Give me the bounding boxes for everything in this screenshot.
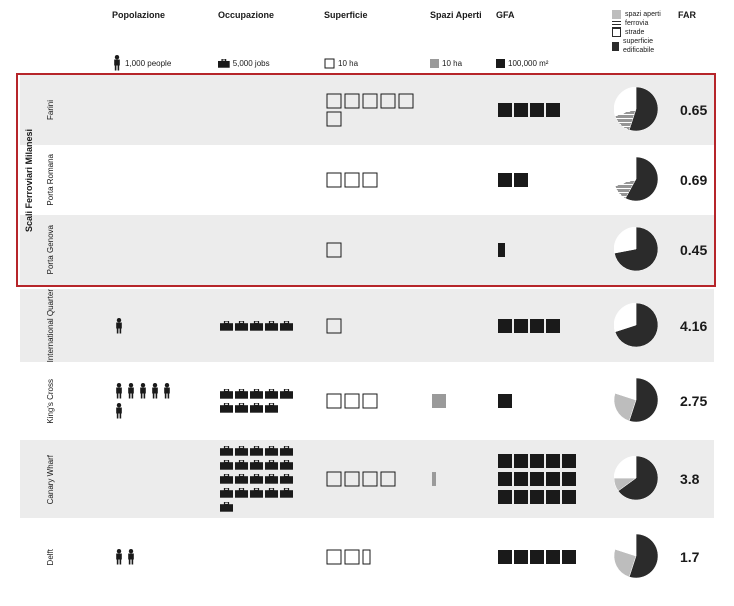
cell-occ (218, 383, 318, 419)
cell-pie (612, 221, 672, 279)
data-row: International Quarter4.16 (20, 289, 714, 362)
cell-gfa (496, 544, 606, 570)
cell-spa (430, 388, 490, 414)
cell-spa (430, 551, 490, 563)
cell-pop (112, 473, 212, 485)
cell-pop (112, 543, 212, 571)
cell-pie (612, 297, 672, 355)
col-gfa-title: GFA (496, 10, 606, 55)
data-row: Porta Genova0.45 (20, 215, 714, 285)
cell-pie (612, 528, 672, 586)
unit-gfa: 100,000 m² (496, 55, 606, 71)
cell-occ (218, 174, 318, 186)
row-label: Canary Wharf (46, 455, 106, 504)
cell-occ (218, 551, 318, 563)
row-label: Farini (46, 100, 106, 120)
cell-far: 1.7 (678, 543, 728, 571)
cell-pop (112, 312, 212, 340)
data-row: Porta Romana0.69 (20, 145, 714, 215)
cell-spa (430, 174, 490, 186)
cell-far: 4.16 (678, 312, 728, 340)
cell-gfa (496, 97, 606, 123)
cell-sup (324, 166, 424, 194)
col-pop-title: Popolazione (112, 10, 212, 55)
cell-pie (612, 450, 672, 508)
cell-pie (612, 372, 672, 430)
cell-occ (218, 244, 318, 256)
cell-spa (430, 244, 490, 256)
cell-pie (612, 81, 672, 139)
legend: spazi apertiferroviastradesuperficie edi… (612, 10, 672, 55)
col-far-title: FAR (678, 10, 728, 55)
cell-gfa (496, 237, 606, 263)
data-row: Farini0.65 (20, 75, 714, 145)
row-label: Delft (46, 549, 106, 565)
cell-pie (612, 151, 672, 209)
unit-sup: 10 ha (324, 55, 424, 71)
cell-sup (324, 312, 424, 340)
cell-sup (324, 87, 424, 133)
row-label: International Quarter (46, 289, 106, 362)
cell-pop (112, 244, 212, 256)
cell-far: 0.65 (678, 96, 728, 124)
cell-spa (430, 320, 490, 332)
unit-occ: 5,000 jobs (218, 55, 318, 71)
cell-pop (112, 377, 212, 425)
group-label-text: Scali Ferroviari Milanesi (20, 75, 38, 285)
cell-sup (324, 387, 424, 415)
unit-pop: 1,000 people (112, 55, 212, 71)
cell-gfa (496, 167, 606, 193)
row-label: Porta Romana (46, 154, 106, 206)
cell-sup (324, 236, 424, 264)
col-spa-title: Spazi Aperti (430, 10, 490, 55)
cell-occ (218, 104, 318, 116)
row-label: King's Cross (46, 379, 106, 424)
cell-far: 2.75 (678, 387, 728, 415)
cell-far: 3.8 (678, 465, 728, 493)
col-occ-title: Occupazione (218, 10, 318, 55)
cell-spa (430, 466, 490, 492)
cell-occ (218, 315, 318, 337)
cell-sup (324, 543, 424, 571)
cell-gfa (496, 388, 606, 414)
cell-spa (430, 104, 490, 116)
data-row: Delft1.7 (20, 522, 714, 592)
data-row: King's Cross2.75 (20, 366, 714, 436)
cell-pop (112, 104, 212, 116)
cell-sup (324, 465, 424, 493)
col-sup-title: Superficie (324, 10, 424, 55)
cell-gfa (496, 448, 606, 510)
cell-far: 0.45 (678, 236, 728, 264)
cell-far: 0.69 (678, 166, 728, 194)
cell-pop (112, 174, 212, 186)
data-row: Canary Wharf3.8 (20, 440, 714, 518)
cell-gfa (496, 313, 606, 339)
unit-spa: 10 ha (430, 55, 490, 71)
row-label: Porta Genova (46, 225, 106, 274)
cell-occ (218, 440, 318, 518)
